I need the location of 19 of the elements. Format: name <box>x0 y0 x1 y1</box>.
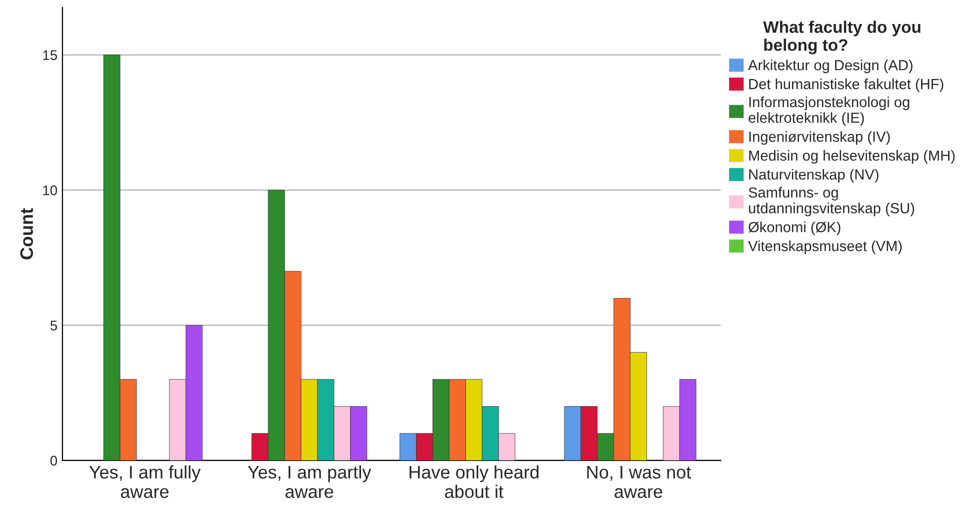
legend-label: Arkitektur og Design (AD) <box>748 60 912 74</box>
legend-label: Økonomi (ØK) <box>748 222 840 236</box>
y-tick-label: 15 <box>43 50 58 60</box>
x-tick-label: No, I was not aware <box>587 466 692 498</box>
x-tick-label: Yes, I am fully aware <box>89 465 201 498</box>
legend-title: What faculty do you belong to? <box>763 20 920 54</box>
y-tick-label: 0 <box>50 456 58 466</box>
legend-label: Naturvitenskap (NV) <box>749 168 878 183</box>
x-tick-label: Have only heard about it <box>410 465 538 498</box>
legend-label: Vitenskapsmuseet (VM) <box>748 240 902 254</box>
y-tick-label: 10 <box>43 185 58 196</box>
x-tick-label: Yes, I am partly aware <box>248 465 372 498</box>
legend-label: Ingeniørvitenskap (IV) <box>749 131 890 145</box>
legend-label: Samfunns- og utdanningsvitenskap (SU) <box>748 186 914 216</box>
legend-label: Det humanistiske fakultet (HF) <box>749 78 944 92</box>
legend-label: Informasjonsteknologi og elektroteknikk (IE) <box>748 96 910 126</box>
y-axis-title: Count <box>20 208 34 260</box>
y-tick-label: 5 <box>50 320 58 330</box>
legend-label: Medisin og helsevitenskap (MH) <box>749 150 955 164</box>
